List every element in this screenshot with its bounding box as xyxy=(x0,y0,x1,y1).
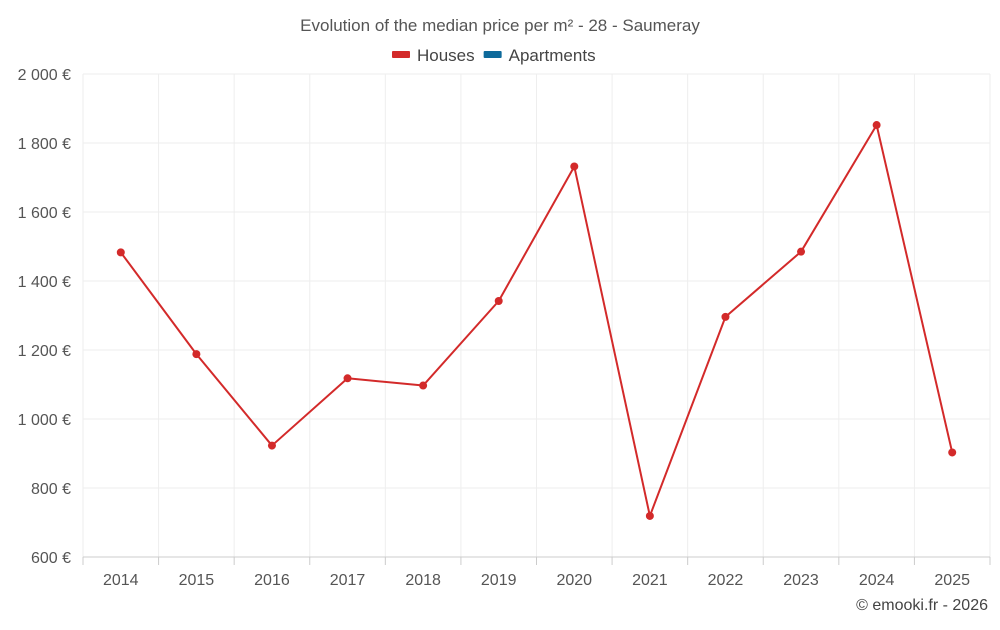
legend-item[interactable]: Houses xyxy=(392,46,475,65)
x-tick-label: 2014 xyxy=(103,572,139,589)
x-tick-label: 2023 xyxy=(783,572,819,589)
y-tick-label: 600 € xyxy=(31,550,71,567)
y-tick-label: 2 000 € xyxy=(18,67,71,84)
x-tick-label: 2016 xyxy=(254,572,290,589)
data-point[interactable] xyxy=(192,350,201,359)
series-layer xyxy=(116,121,957,520)
x-tick-label: 2021 xyxy=(632,572,668,589)
credit-label: © emooki.fr - 2026 xyxy=(856,597,988,614)
x-tick-label: 2022 xyxy=(708,572,744,589)
y-tick-label: 1 200 € xyxy=(18,343,71,360)
y-tick-label: 1 600 € xyxy=(18,205,71,222)
series-line-houses xyxy=(119,124,954,517)
x-tick-label: 2018 xyxy=(405,572,441,589)
data-point[interactable] xyxy=(570,162,579,171)
y-tick-label: 1 000 € xyxy=(18,412,71,429)
data-point[interactable] xyxy=(419,381,428,390)
x-tick-label: 2024 xyxy=(859,572,895,589)
data-point[interactable] xyxy=(797,247,806,256)
x-axis: 2014 2015 2016 2017 2018 2019 2020 2021 2022 2023… xyxy=(82,557,991,589)
x-tick-label: 2015 xyxy=(179,572,215,589)
grid xyxy=(82,73,991,558)
x-tick-label: 2019 xyxy=(481,572,517,589)
y-tick-label: 1 400 € xyxy=(18,274,71,291)
data-point[interactable] xyxy=(645,511,654,520)
data-point[interactable] xyxy=(494,297,503,306)
y-tick-label: 1 800 € xyxy=(18,136,71,153)
x-tick-label: 2017 xyxy=(330,572,366,589)
legend: Houses Apartments xyxy=(392,46,596,65)
y-tick-label: 800 € xyxy=(31,481,71,498)
legend-label: Houses xyxy=(417,46,475,65)
data-point[interactable] xyxy=(116,248,125,257)
legend-item[interactable]: Apartments xyxy=(483,46,596,65)
legend-swatch xyxy=(483,51,502,58)
chart-title: Evolution of the median price per m² - 2… xyxy=(300,16,700,35)
data-point[interactable] xyxy=(343,374,352,383)
legend-swatch xyxy=(392,51,410,58)
data-point[interactable] xyxy=(267,441,276,450)
data-point[interactable] xyxy=(948,448,957,457)
x-tick-label: 2020 xyxy=(556,572,592,589)
legend-label: Apartments xyxy=(509,46,596,65)
y-axis: 600 € 800 € 1 000 € 1 200 € 1 400 € 1 600 € 1 … xyxy=(18,67,71,567)
data-point[interactable] xyxy=(872,121,881,130)
data-point[interactable] xyxy=(721,312,730,321)
x-tick-label: 2025 xyxy=(934,572,970,589)
